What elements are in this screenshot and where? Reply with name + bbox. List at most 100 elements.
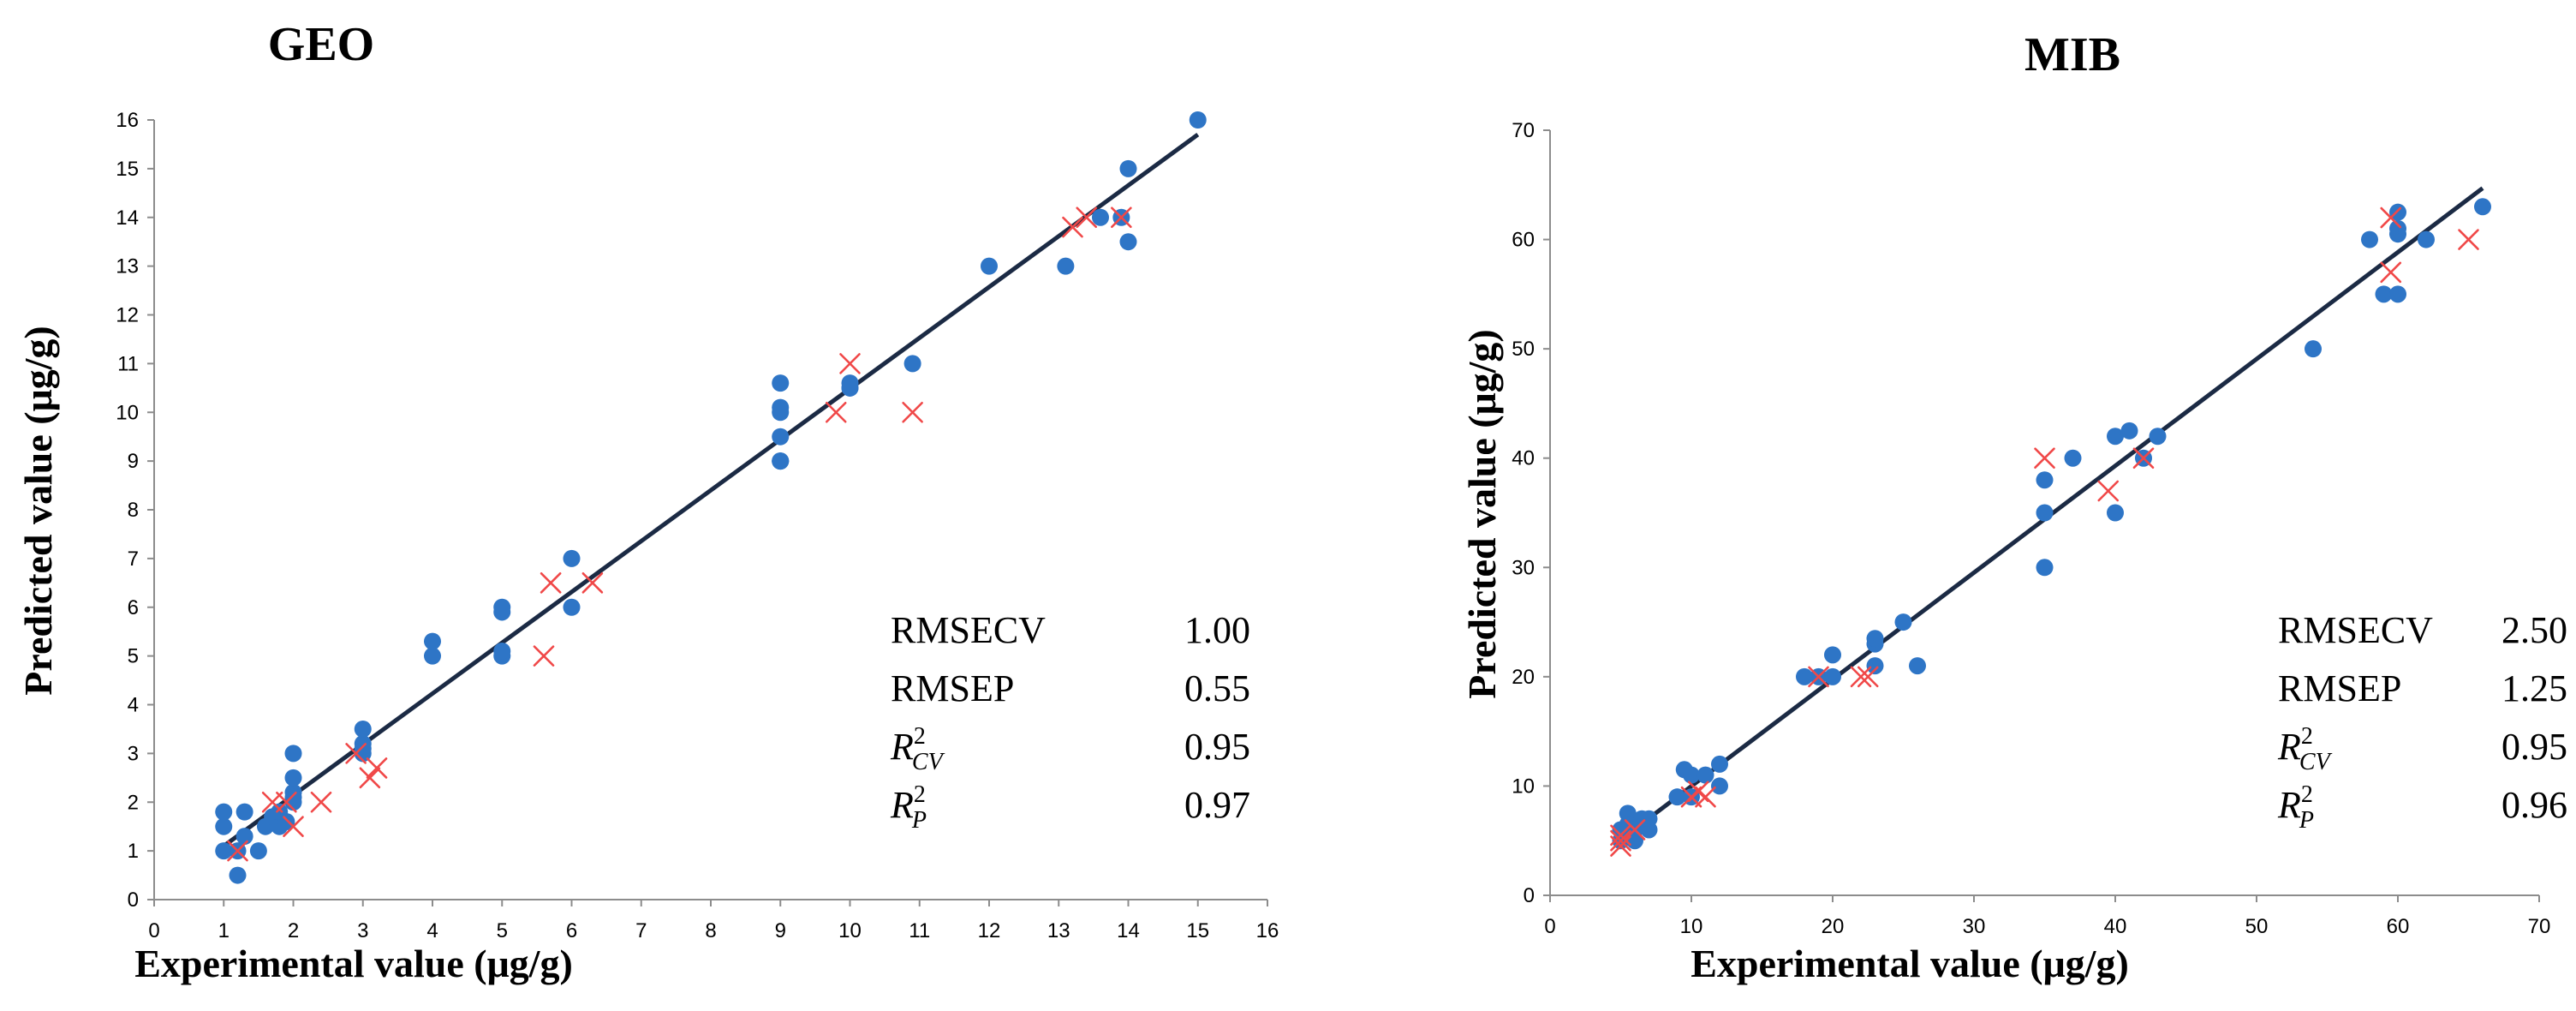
geo-prediction-point	[227, 840, 248, 862]
mib-calibration-point	[2361, 230, 2378, 248]
geo-chart-panel: GEO Experimental value (μg/g) Predicted …	[0, 0, 1285, 1011]
geo-x-tick-label: 7	[635, 919, 647, 942]
geo-calibration-point	[215, 842, 233, 860]
geo-y-tick-label: 2	[128, 791, 139, 814]
geo-regression-line	[222, 133, 1200, 848]
geo-prediction-point	[1076, 206, 1098, 229]
geo-y-tick-label: 11	[117, 352, 139, 375]
mib-calibration-point	[2107, 504, 2124, 522]
mib-calibration-point	[1866, 657, 1884, 675]
geo-chart-title: GEO	[268, 18, 374, 71]
geo-x-axis-label: Experimental value (μg/g)	[134, 942, 573, 985]
geo-x-tick-label: 0	[148, 919, 159, 942]
mib-plot-area: 0 10 20 30 40 50 60 70 0 10 20 30 40 50 60 70	[1512, 119, 2550, 938]
geo-calibration-point	[1189, 111, 1207, 129]
mib-prediction-point	[1695, 786, 1716, 808]
geo-calibration-point	[236, 828, 253, 846]
mib-calibration-point	[2036, 504, 2054, 522]
geo-calibration-point	[284, 745, 302, 763]
mib-y-tick-label: 10	[1512, 775, 1535, 798]
mib-calibration-point	[1683, 766, 1700, 784]
mib-calibration-point	[1909, 657, 1926, 675]
geo-calibration-point	[772, 452, 790, 470]
mib-calibration-point	[2474, 198, 2491, 216]
geo-y-tick-label: 4	[128, 694, 139, 717]
geo-calibration-point	[1119, 159, 1137, 177]
mib-calibration-point	[2036, 559, 2054, 577]
mib-calibration-point	[2064, 449, 2082, 467]
geo-calibration-point	[772, 398, 790, 416]
mib-prediction-point	[2034, 447, 2055, 470]
geo-stat-label: R2 P	[890, 781, 927, 834]
geo-calibration-point	[1057, 257, 1075, 275]
geo-calibration-point	[841, 379, 859, 397]
mib-prediction-point	[2380, 206, 2402, 229]
geo-x-tick-label: 8	[705, 919, 716, 942]
mib-calibration-point	[1866, 630, 1884, 648]
geo-prediction-point	[359, 767, 381, 789]
mib-calibration-point	[2120, 422, 2138, 440]
mib-calibration-point	[2305, 340, 2322, 358]
mib-prediction-point	[2458, 229, 2479, 250]
mib-calibration-point	[2149, 428, 2167, 446]
mib-stats-box: RMSECV 2.50 RMSEP 1.25 R2 CV 0.95 R2 P 0.96	[2277, 609, 2567, 834]
mib-calibration-point	[2418, 230, 2435, 248]
geo-y-tick-label: 6	[128, 596, 139, 619]
mib-calibration-point	[2389, 225, 2406, 243]
mib-calibration-point	[1711, 777, 1728, 795]
geo-prediction-point	[825, 401, 847, 423]
geo-calibration-point	[493, 642, 511, 660]
mib-x-tick-label: 10	[1680, 915, 1703, 938]
mib-stat-value: 0.95	[2501, 726, 2567, 768]
mib-y-tick-label: 0	[1524, 884, 1535, 907]
geo-calibration-point	[236, 803, 253, 821]
mib-y-tick-label: 70	[1512, 119, 1535, 142]
geo-stats-box: RMSECV 1.00 RMSEP 0.55 R2 CV 0.95 R2 P 0.97	[890, 609, 1250, 834]
mib-stat-label: RMSECV	[2278, 609, 2433, 651]
geo-y-tick-label: 12	[116, 304, 139, 327]
geo-stat-label: RMSECV	[891, 609, 1046, 651]
geo-x-tick-label: 14	[1117, 919, 1140, 942]
geo-stat-value: 0.97	[1184, 784, 1250, 826]
mib-prediction-point	[2132, 447, 2155, 470]
geo-calibration-point	[215, 803, 233, 821]
geo-calibration-point	[772, 428, 790, 446]
geo-prediction-point	[310, 791, 332, 813]
geo-x-tick-label: 10	[838, 919, 862, 942]
geo-calibration-point	[563, 598, 581, 616]
geo-calibration-point	[1119, 233, 1137, 251]
geo-y-tick-label: 3	[128, 742, 139, 765]
mib-stat-value: 2.50	[2501, 609, 2567, 651]
mib-prediction-point	[1808, 666, 1829, 688]
geo-plot-area: 0 1 2 3 4 5 6 7 8 9 10 11 12 13 14 15 160123456789101112…	[116, 109, 1279, 942]
geo-calibration-point	[249, 842, 267, 860]
mib-prediction-point	[2097, 480, 2120, 502]
mib-calibration-point	[1824, 667, 1841, 685]
geo-y-tick-label: 9	[128, 450, 139, 473]
mib-stat-value: 1.25	[2501, 667, 2567, 709]
geo-x-tick-label: 15	[1186, 919, 1209, 942]
mib-x-tick-label: 70	[2528, 915, 2551, 938]
mib-calibration-point	[1796, 667, 1813, 685]
geo-calibration-point	[1092, 208, 1109, 226]
geo-y-tick-label: 14	[116, 206, 139, 230]
geo-prediction-point	[1062, 216, 1083, 238]
geo-calibration-point	[215, 817, 233, 835]
geo-x-tick-label: 2	[288, 919, 299, 942]
geo-y-tick-label: 13	[116, 255, 139, 278]
mib-calibration-point	[1894, 613, 1912, 631]
mib-y-tick-label: 60	[1512, 229, 1535, 252]
mib-y-tick-label: 30	[1512, 556, 1535, 579]
mib-prediction-point	[1850, 666, 1872, 688]
mib-x-tick-label: 60	[2387, 915, 2410, 938]
geo-stat-value: 0.95	[1184, 726, 1250, 768]
geo-x-tick-label: 4	[426, 919, 438, 942]
mib-x-tick-label: 50	[2245, 915, 2269, 938]
mib-calibration-point	[2389, 285, 2406, 303]
geo-y-tick-label: 0	[128, 888, 139, 912]
geo-y-tick-label: 8	[128, 499, 139, 522]
geo-scatter-chart: GEO Experimental value (μg/g) Predicted …	[16, 18, 1279, 985]
geo-calibration-point	[424, 632, 441, 650]
geo-prediction-point	[283, 816, 304, 837]
geo-calibration-point	[493, 598, 511, 616]
